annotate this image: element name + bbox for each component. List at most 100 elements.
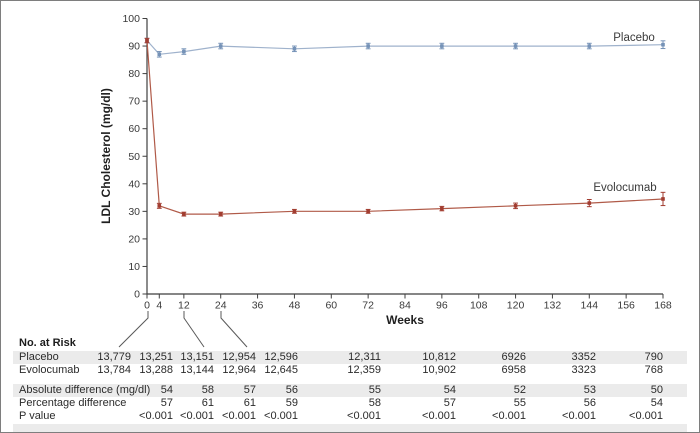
y-tick-label: 50	[128, 151, 140, 163]
table-cell: 58	[201, 384, 214, 396]
data-point-marker	[292, 209, 297, 214]
evolocumab-line	[146, 40, 664, 215]
table-cell: 55	[513, 397, 526, 409]
data-point-marker	[145, 38, 149, 43]
table-cell: 12,954	[222, 351, 256, 363]
x-tick-label: 60	[325, 300, 337, 312]
y-tick-label: 80	[128, 68, 140, 80]
table-cell: 6958	[501, 364, 526, 376]
row-label: Placebo	[19, 351, 59, 363]
table-header-row: No. at Risk	[13, 336, 687, 351]
y-tick-label: 40	[128, 178, 140, 190]
x-tick-label: 24	[215, 300, 227, 312]
y-axis-title: LDL Cholesterol (mg/dl)	[99, 88, 113, 224]
table-cell: 54	[650, 397, 663, 409]
data-point-marker	[440, 44, 444, 48]
table-cell: 61	[243, 397, 256, 409]
y-tick-label: 0	[134, 289, 140, 301]
x-tick-label: 72	[362, 300, 374, 312]
x-tick-label: 108	[470, 300, 488, 312]
data-point-marker	[366, 44, 370, 48]
data-point-marker	[513, 204, 518, 208]
leader-line	[118, 311, 149, 348]
y-tick-label: 70	[128, 96, 140, 108]
table-cell: 13,288	[139, 364, 173, 376]
evolocumab-series-label: Evolocumab	[593, 182, 656, 194]
table-cell: 12,311	[348, 351, 381, 363]
x-tick-label: 4	[156, 300, 162, 312]
table-cell: 54	[160, 384, 173, 396]
x-tick-label: 156	[617, 300, 635, 312]
table-cell: 61	[201, 397, 214, 409]
x-axis-title: Weeks	[386, 313, 424, 327]
table-row: Percentage difference 57 61 61 59 58 57 55 56 54	[13, 397, 687, 410]
table-cell: 12,359	[347, 364, 381, 376]
table-cell: 50	[650, 384, 663, 396]
data-point-marker	[218, 44, 223, 48]
table-cell: 54	[443, 384, 456, 396]
data-point-marker	[157, 204, 162, 208]
table-cell: 768	[644, 364, 663, 376]
table-cell: 790	[644, 351, 663, 363]
table-cell: 57	[160, 397, 173, 409]
y-tick-label: 30	[128, 206, 140, 218]
table-cell: 57	[243, 384, 256, 396]
data-point-marker	[661, 42, 665, 47]
table-cell: 13,144	[180, 364, 214, 376]
table-cell: 13,251	[139, 351, 173, 363]
data-point-marker	[218, 212, 223, 216]
table-cell: <0.001	[492, 410, 526, 422]
axes	[146, 18, 663, 295]
table-cell: 52	[513, 384, 526, 396]
x-tick-label: 12	[178, 300, 190, 312]
x-tick-label: 168	[654, 300, 672, 312]
table-cell: 56	[285, 384, 298, 396]
table-cell: 58	[368, 397, 381, 409]
data-point-marker	[182, 49, 186, 54]
table-cell: 13,151	[180, 351, 214, 363]
table-cell: <0.001	[629, 410, 663, 422]
y-tick-label: 60	[128, 123, 140, 135]
table-cell: 13,779	[97, 351, 131, 363]
leader-line	[220, 311, 248, 348]
table-cell: 56	[583, 397, 596, 409]
table-row: Placebo 13,779 13,251 13,151 12,954 12,596 12,…	[13, 351, 687, 364]
table-row: Absolute difference (mg/dl) 54 58 57 56 55 54 5…	[13, 384, 687, 397]
no-at-risk-header: No. at Risk	[19, 337, 76, 349]
table-cell: <0.001	[139, 410, 173, 422]
data-point-marker	[587, 44, 592, 48]
table-cell: <0.001	[222, 410, 256, 422]
table-cell: 53	[583, 384, 596, 396]
data-point-marker	[182, 212, 186, 216]
row-label: Evolocumab	[19, 364, 80, 376]
x-tick-label: 120	[507, 300, 525, 312]
table-cell: 55	[368, 384, 381, 396]
placebo-line	[146, 40, 664, 55]
no-at-risk-section: No. at Risk Placebo 13,779 13,251 13,151 12,…	[1, 335, 699, 432]
data-point-marker	[513, 44, 518, 48]
table-cell: 10,902	[422, 364, 456, 376]
table-cell: <0.001	[347, 410, 381, 422]
table-cell: 57	[443, 397, 456, 409]
leader-line	[183, 311, 205, 348]
table-cell: 13,784	[97, 364, 131, 376]
y-tick-label: 10	[128, 261, 140, 273]
data-point-marker	[440, 206, 444, 211]
x-tick-label: 132	[544, 300, 562, 312]
row-label: P value	[19, 410, 56, 422]
x-tick-label: 0	[144, 300, 150, 312]
table-cell: 6926	[501, 351, 526, 363]
table-cell: 12,596	[264, 351, 298, 363]
table-cell: <0.001	[422, 410, 456, 422]
data-point-marker	[587, 201, 592, 205]
x-tick-label: 96	[436, 300, 448, 312]
table-cell: <0.001	[264, 410, 298, 422]
table-cell: 3323	[571, 364, 596, 376]
table-spacer	[1, 377, 699, 384]
table-row: P value <0.001 <0.001 <0.001 <0.001 <0.001 <0.…	[13, 410, 687, 423]
row-label: Absolute difference (mg/dl)	[19, 384, 151, 396]
data-point-marker	[661, 197, 665, 201]
x-tick-label: 48	[289, 300, 301, 312]
